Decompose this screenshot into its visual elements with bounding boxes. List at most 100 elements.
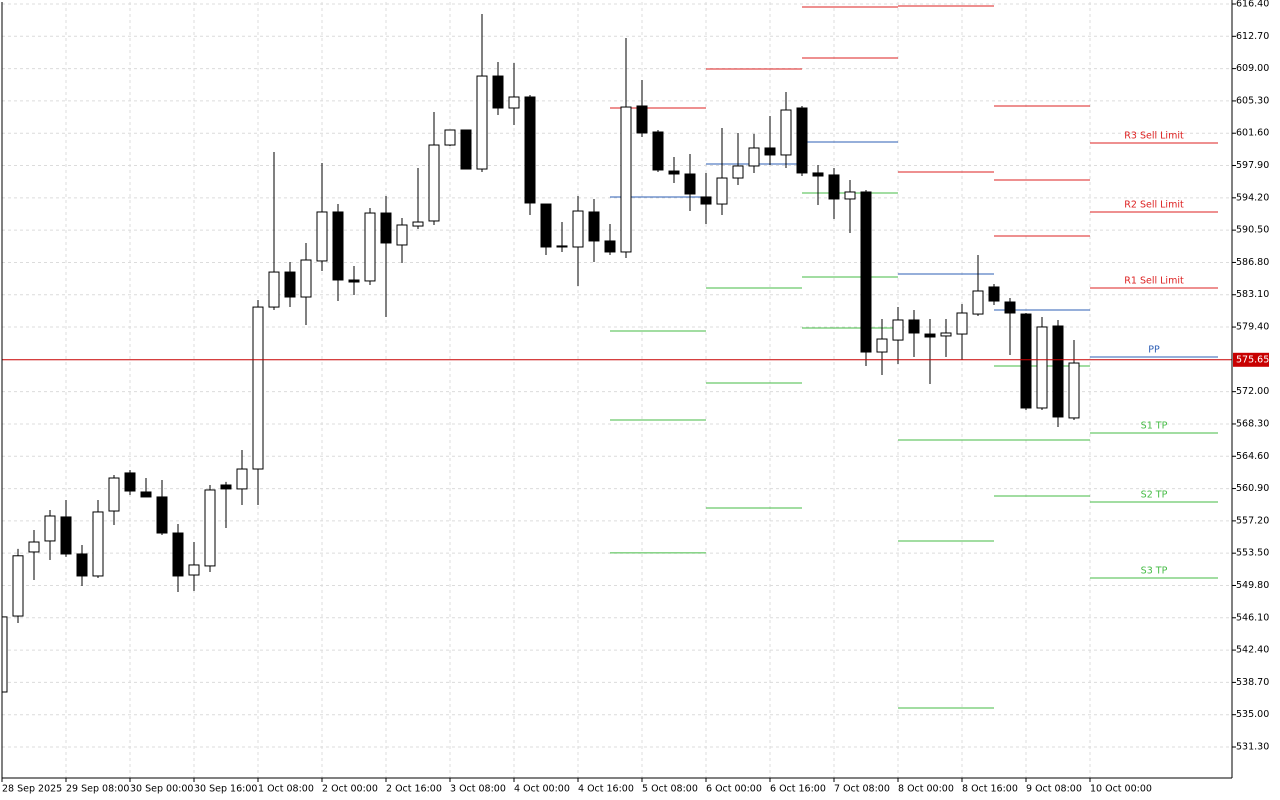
- pivot-label: R1 Sell Limit: [1124, 276, 1184, 287]
- y-tick-label: 605.30: [1236, 95, 1269, 106]
- candle-body: [828, 174, 840, 200]
- candle-body: [668, 170, 680, 175]
- candle-body: [44, 515, 56, 542]
- x-tick-label: 29 Sep 08:00: [66, 784, 129, 795]
- x-tick-label: 5 Oct 08:00: [642, 784, 698, 795]
- plot-area: R3 Sell Limit R2 Sell Limit R1 Sell Limit P…: [2, 5, 1232, 709]
- x-tick-label: 2 Oct 16:00: [386, 784, 442, 795]
- y-tick-label: 557.20: [1236, 515, 1269, 526]
- y-tick-label: 583.10: [1236, 289, 1269, 300]
- candle-body: [28, 541, 40, 553]
- candle-body: [1052, 325, 1064, 418]
- y-tick-label: 538.70: [1236, 677, 1269, 688]
- candle-body: [300, 259, 312, 298]
- candle-body: [844, 191, 856, 200]
- candle-body: [572, 210, 584, 248]
- candle-body: [284, 271, 296, 298]
- candle-body: [124, 472, 136, 492]
- candle-body: [412, 221, 424, 227]
- candle-body: [620, 106, 632, 253]
- x-tick-label: 6 Oct 00:00: [706, 784, 762, 795]
- y-tick-label: 535.00: [1236, 709, 1269, 720]
- candle-body: [796, 107, 808, 174]
- last-price-box: [1233, 352, 1269, 367]
- candle-body: [940, 332, 952, 337]
- y-tick-label: 564.60: [1236, 451, 1269, 462]
- candle-body: [524, 96, 536, 204]
- x-tick-label: 4 Oct 00:00: [514, 784, 570, 795]
- candle-body: [1068, 362, 1080, 419]
- candle-body: [60, 516, 72, 555]
- candle-body: [76, 553, 88, 577]
- candle-body: [2, 616, 8, 693]
- x-tick-label: 30 Sep 00:00: [130, 784, 193, 795]
- candle-body: [236, 468, 248, 490]
- candle-body: [492, 75, 504, 109]
- y-tick-label: 553.50: [1236, 548, 1269, 559]
- candle-body: [188, 564, 200, 576]
- candle-body: [92, 511, 104, 577]
- x-tick-label: 7 Oct 08:00: [834, 784, 890, 795]
- pivot-label: S3 TP: [1141, 565, 1168, 576]
- pivot-label: S2 TP: [1141, 490, 1168, 501]
- candle-body: [876, 338, 888, 353]
- candle-body: [812, 172, 824, 177]
- candle-body: [220, 484, 232, 490]
- y-tick-label: 568.30: [1236, 418, 1269, 429]
- candle-body: [108, 477, 120, 512]
- x-tick-label: 10 Oct 00:00: [1090, 784, 1152, 795]
- y-tick-label: 549.80: [1236, 580, 1269, 591]
- candle-body: [204, 489, 216, 567]
- candle-body: [652, 131, 664, 171]
- y-tick-label: 616.40: [1236, 0, 1269, 10]
- pivot-label: S1 TP: [1141, 420, 1168, 431]
- x-tick-label: 6 Oct 16:00: [770, 784, 826, 795]
- x-tick-label: 30 Sep 16:00: [194, 784, 257, 795]
- x-tick-label: 1 Oct 08:00: [258, 784, 314, 795]
- y-tick-label: 594.20: [1236, 192, 1269, 203]
- candle-body: [444, 129, 456, 146]
- x-tick-label: 28 Sep 2025: [2, 784, 62, 795]
- candle-body: [956, 312, 968, 335]
- x-tick-label: 2 Oct 00:00: [322, 784, 378, 795]
- candle-body: [428, 144, 440, 222]
- candle-body: [348, 279, 360, 283]
- pivot-label: R3 Sell Limit: [1124, 131, 1184, 142]
- candle-body: [684, 173, 696, 195]
- candle-body: [140, 491, 152, 498]
- candle-body: [476, 75, 488, 170]
- x-tick-label: 8 Oct 00:00: [898, 784, 954, 795]
- y-tick-label: 531.30: [1236, 742, 1269, 753]
- candle-body: [764, 147, 776, 156]
- candle-body: [1020, 313, 1032, 409]
- candle-body: [364, 212, 376, 282]
- candle-body: [908, 319, 920, 334]
- y-tick-label: 609.00: [1236, 63, 1269, 74]
- y-tick-label: 579.40: [1236, 322, 1269, 333]
- candle-body: [972, 290, 984, 315]
- candle-body: [540, 203, 552, 248]
- candle-body: [636, 105, 648, 134]
- y-tick-label: 601.60: [1236, 128, 1269, 139]
- candle-body: [508, 96, 520, 109]
- candle-body: [924, 333, 936, 338]
- candle-body: [556, 245, 568, 248]
- candle-body: [604, 240, 616, 253]
- y-tick-label: 612.70: [1236, 31, 1269, 42]
- candle-body: [988, 286, 1000, 302]
- y-tick-label: 586.80: [1236, 257, 1269, 268]
- candle-body: [892, 319, 904, 341]
- candle-body: [172, 532, 184, 577]
- candle-body: [460, 129, 472, 170]
- candle-body: [860, 191, 872, 353]
- candle-body: [748, 147, 760, 167]
- y-tick-label: 542.40: [1236, 645, 1269, 656]
- candle-body: [732, 165, 744, 179]
- candle-body: [1004, 301, 1016, 314]
- candle-body: [700, 196, 712, 205]
- candle-body: [380, 212, 392, 244]
- y-tick-label: 597.90: [1236, 160, 1269, 171]
- candle-body: [396, 224, 408, 246]
